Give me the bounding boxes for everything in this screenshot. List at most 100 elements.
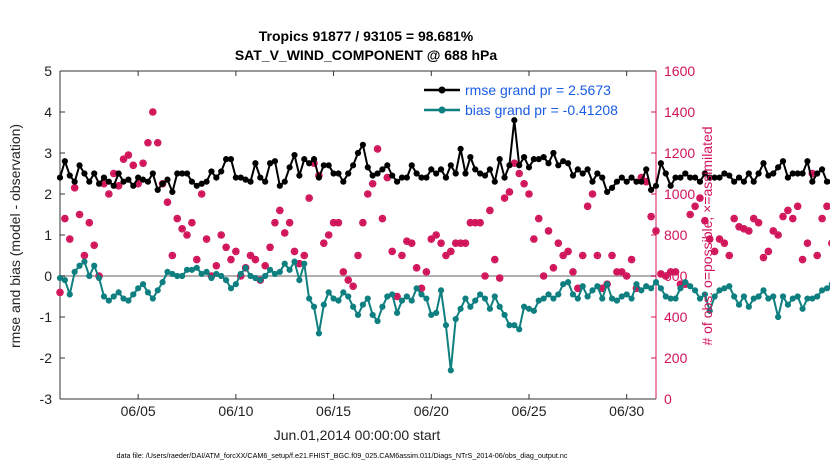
obs-assimilated-point [755,219,762,226]
rmse-point [214,175,219,180]
rmse-point [497,157,502,162]
bias-point [116,290,121,295]
y-tick-label-left: 2 [44,186,52,202]
bias-point [326,290,331,295]
rmse-point [458,146,463,151]
bias-point [815,294,820,299]
bias-point [458,306,463,311]
obs-assimilated-point [525,191,532,198]
obs-assimilated-point [125,152,132,159]
obs-assimilated-point [780,213,787,220]
obs-assimilated-point [555,240,562,247]
bias-point [727,284,732,289]
bias-point [649,286,654,291]
bias-point [497,304,502,309]
bias-point [478,292,483,297]
bias-point [438,288,443,293]
obs-assimilated-point [267,244,274,251]
obs-assimilated-point [320,240,327,247]
bias-point [443,323,448,328]
y-axis-label-left: rmse and bias (model - observation) [7,124,23,348]
rmse-point [360,142,365,147]
chart-subtitle: SAT_V_WIND_COMPONENT @ 688 hPa [235,47,498,63]
bias-point [741,294,746,299]
bias-point [267,267,272,272]
rmse-point [649,187,654,192]
obs-assimilated-point [398,252,405,259]
rmse-point [570,173,575,178]
obs-assimilated-point [345,277,352,284]
obs-assimilated-point [57,289,64,296]
rmse-point [394,179,399,184]
bias-point [824,286,829,291]
y-tick-label-left: 1 [44,227,52,243]
obs-assimilated-point [760,254,767,261]
obs-assimilated-point [530,236,537,243]
obs-assimilated-point [594,252,601,259]
rmse-point [717,175,722,180]
bias-point [492,294,497,299]
obs-assimilated-point [506,188,513,195]
rmse-point [248,179,253,184]
obs-assimilated-point [726,252,733,259]
rmse-point [253,161,258,166]
obs-assimilated-point [447,248,454,255]
obs-assimilated-point [721,240,728,247]
obs-assimilated-point [687,211,694,218]
obs-assimilated-point [413,264,420,271]
rmse-point [463,171,468,176]
rmse-point [292,152,297,157]
legend-bias-swatch-marker [439,107,445,113]
rmse-point [116,171,121,176]
obs-assimilated-point [579,252,586,259]
bias-point [434,310,439,315]
obs-assimilated-point [281,229,288,236]
obs-assimilated-point [154,139,161,146]
rmse-point [82,171,87,176]
rmse-point [692,175,697,180]
rmse-point [800,171,805,176]
x-tick-label: 06/20 [414,403,449,419]
rmse-point [287,165,292,170]
rmse-point [341,179,346,184]
obs-assimilated-point [692,203,699,210]
rmse-point [165,177,170,182]
obs-assimilated-point [496,275,503,282]
rmse-point [72,179,77,184]
rmse-point [326,163,331,168]
bias-point [424,296,429,301]
bias-point [692,288,697,293]
obs-assimilated-point [179,225,186,232]
bias-point [355,312,360,317]
rmse-point [556,163,561,168]
obs-assimilated-point [389,248,396,255]
rmse-point [521,155,526,160]
bias-point [380,304,385,309]
bias-point [736,302,741,307]
rmse-point [482,173,487,178]
bias-point [463,296,468,301]
x-tick-label: 06/05 [121,403,156,419]
obs-assimilated-point [105,191,112,198]
rmse-point [678,175,683,180]
rmse-point [741,179,746,184]
obs-assimilated-point [501,195,508,202]
obs-assimilated-point [174,215,181,222]
y-tick-label-right: 1600 [664,63,695,79]
rmse-point [600,175,605,180]
bias-point [370,312,375,317]
bias-point [605,282,610,287]
obs-assimilated-point [589,191,596,198]
rmse-point [658,161,663,166]
rmse-point [307,161,312,166]
bias-point [263,273,268,278]
y-tick-label-left: 5 [44,63,52,79]
obs-assimilated-point [130,162,137,169]
bias-point [785,302,790,307]
y-tick-label-left: 3 [44,145,52,161]
rmse-point [639,179,644,184]
y-tick-label-right: 400 [664,309,688,325]
rmse-point [346,171,351,176]
obs-assimilated-point [355,252,362,259]
